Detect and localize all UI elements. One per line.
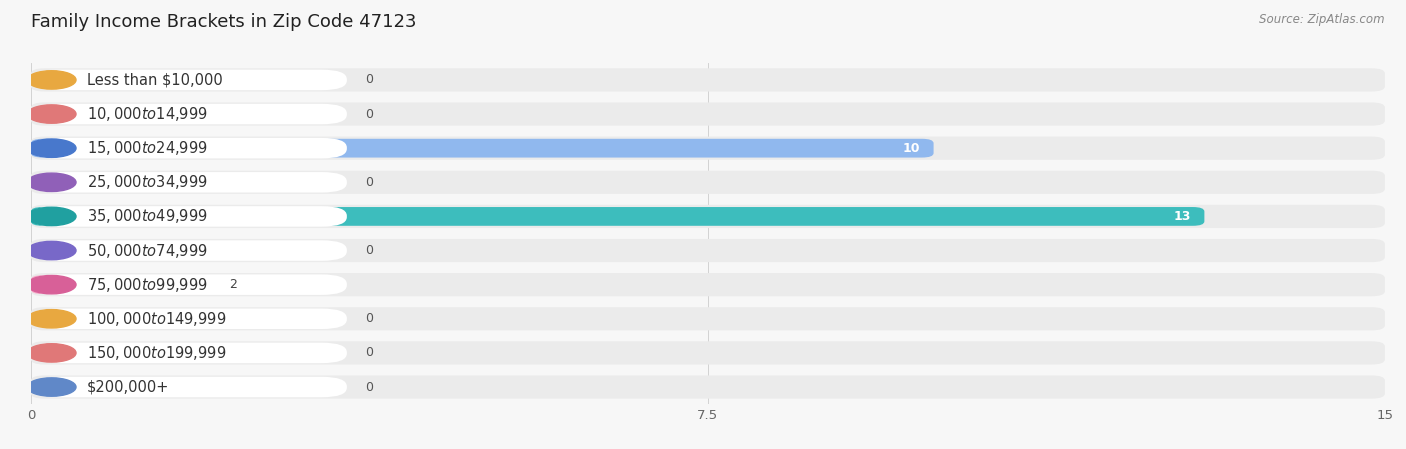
FancyBboxPatch shape — [31, 375, 1385, 399]
Circle shape — [27, 207, 76, 226]
FancyBboxPatch shape — [31, 273, 1385, 296]
Circle shape — [27, 139, 76, 158]
FancyBboxPatch shape — [31, 104, 347, 124]
FancyBboxPatch shape — [31, 274, 347, 295]
FancyBboxPatch shape — [31, 172, 347, 193]
Circle shape — [27, 70, 76, 89]
Circle shape — [27, 343, 76, 362]
FancyBboxPatch shape — [31, 139, 934, 158]
Circle shape — [27, 275, 76, 294]
FancyBboxPatch shape — [31, 102, 1385, 126]
Text: 0: 0 — [366, 108, 373, 120]
FancyBboxPatch shape — [31, 343, 347, 363]
Circle shape — [27, 173, 76, 192]
Text: Less than $10,000: Less than $10,000 — [87, 72, 222, 88]
Text: 13: 13 — [1174, 210, 1191, 223]
Text: 0: 0 — [366, 313, 373, 325]
Text: $25,000 to $34,999: $25,000 to $34,999 — [87, 173, 208, 191]
Text: $100,000 to $149,999: $100,000 to $149,999 — [87, 310, 226, 328]
FancyBboxPatch shape — [31, 207, 1205, 226]
FancyBboxPatch shape — [31, 205, 1385, 228]
Text: 0: 0 — [366, 176, 373, 189]
FancyBboxPatch shape — [31, 307, 1385, 330]
Text: 2: 2 — [229, 278, 238, 291]
Text: $150,000 to $199,999: $150,000 to $199,999 — [87, 344, 226, 362]
Circle shape — [27, 309, 76, 328]
FancyBboxPatch shape — [31, 171, 1385, 194]
FancyBboxPatch shape — [31, 138, 347, 158]
FancyBboxPatch shape — [31, 68, 1385, 92]
Circle shape — [27, 378, 76, 396]
Text: 0: 0 — [366, 244, 373, 257]
Text: $200,000+: $200,000+ — [87, 379, 169, 395]
Text: Source: ZipAtlas.com: Source: ZipAtlas.com — [1260, 13, 1385, 26]
FancyBboxPatch shape — [31, 341, 1385, 365]
Text: $50,000 to $74,999: $50,000 to $74,999 — [87, 242, 208, 260]
Text: $35,000 to $49,999: $35,000 to $49,999 — [87, 207, 208, 225]
FancyBboxPatch shape — [31, 308, 347, 329]
Text: 0: 0 — [366, 74, 373, 86]
Text: 0: 0 — [366, 347, 373, 359]
FancyBboxPatch shape — [31, 70, 347, 90]
Text: $75,000 to $99,999: $75,000 to $99,999 — [87, 276, 208, 294]
Circle shape — [27, 105, 76, 123]
Text: $10,000 to $14,999: $10,000 to $14,999 — [87, 105, 208, 123]
Text: Family Income Brackets in Zip Code 47123: Family Income Brackets in Zip Code 47123 — [31, 13, 416, 31]
Text: 10: 10 — [903, 142, 920, 154]
FancyBboxPatch shape — [31, 275, 211, 294]
FancyBboxPatch shape — [31, 136, 1385, 160]
FancyBboxPatch shape — [31, 239, 1385, 262]
Text: $15,000 to $24,999: $15,000 to $24,999 — [87, 139, 208, 157]
Circle shape — [27, 241, 76, 260]
Text: 0: 0 — [366, 381, 373, 393]
FancyBboxPatch shape — [31, 377, 347, 397]
FancyBboxPatch shape — [31, 240, 347, 261]
FancyBboxPatch shape — [31, 206, 347, 227]
